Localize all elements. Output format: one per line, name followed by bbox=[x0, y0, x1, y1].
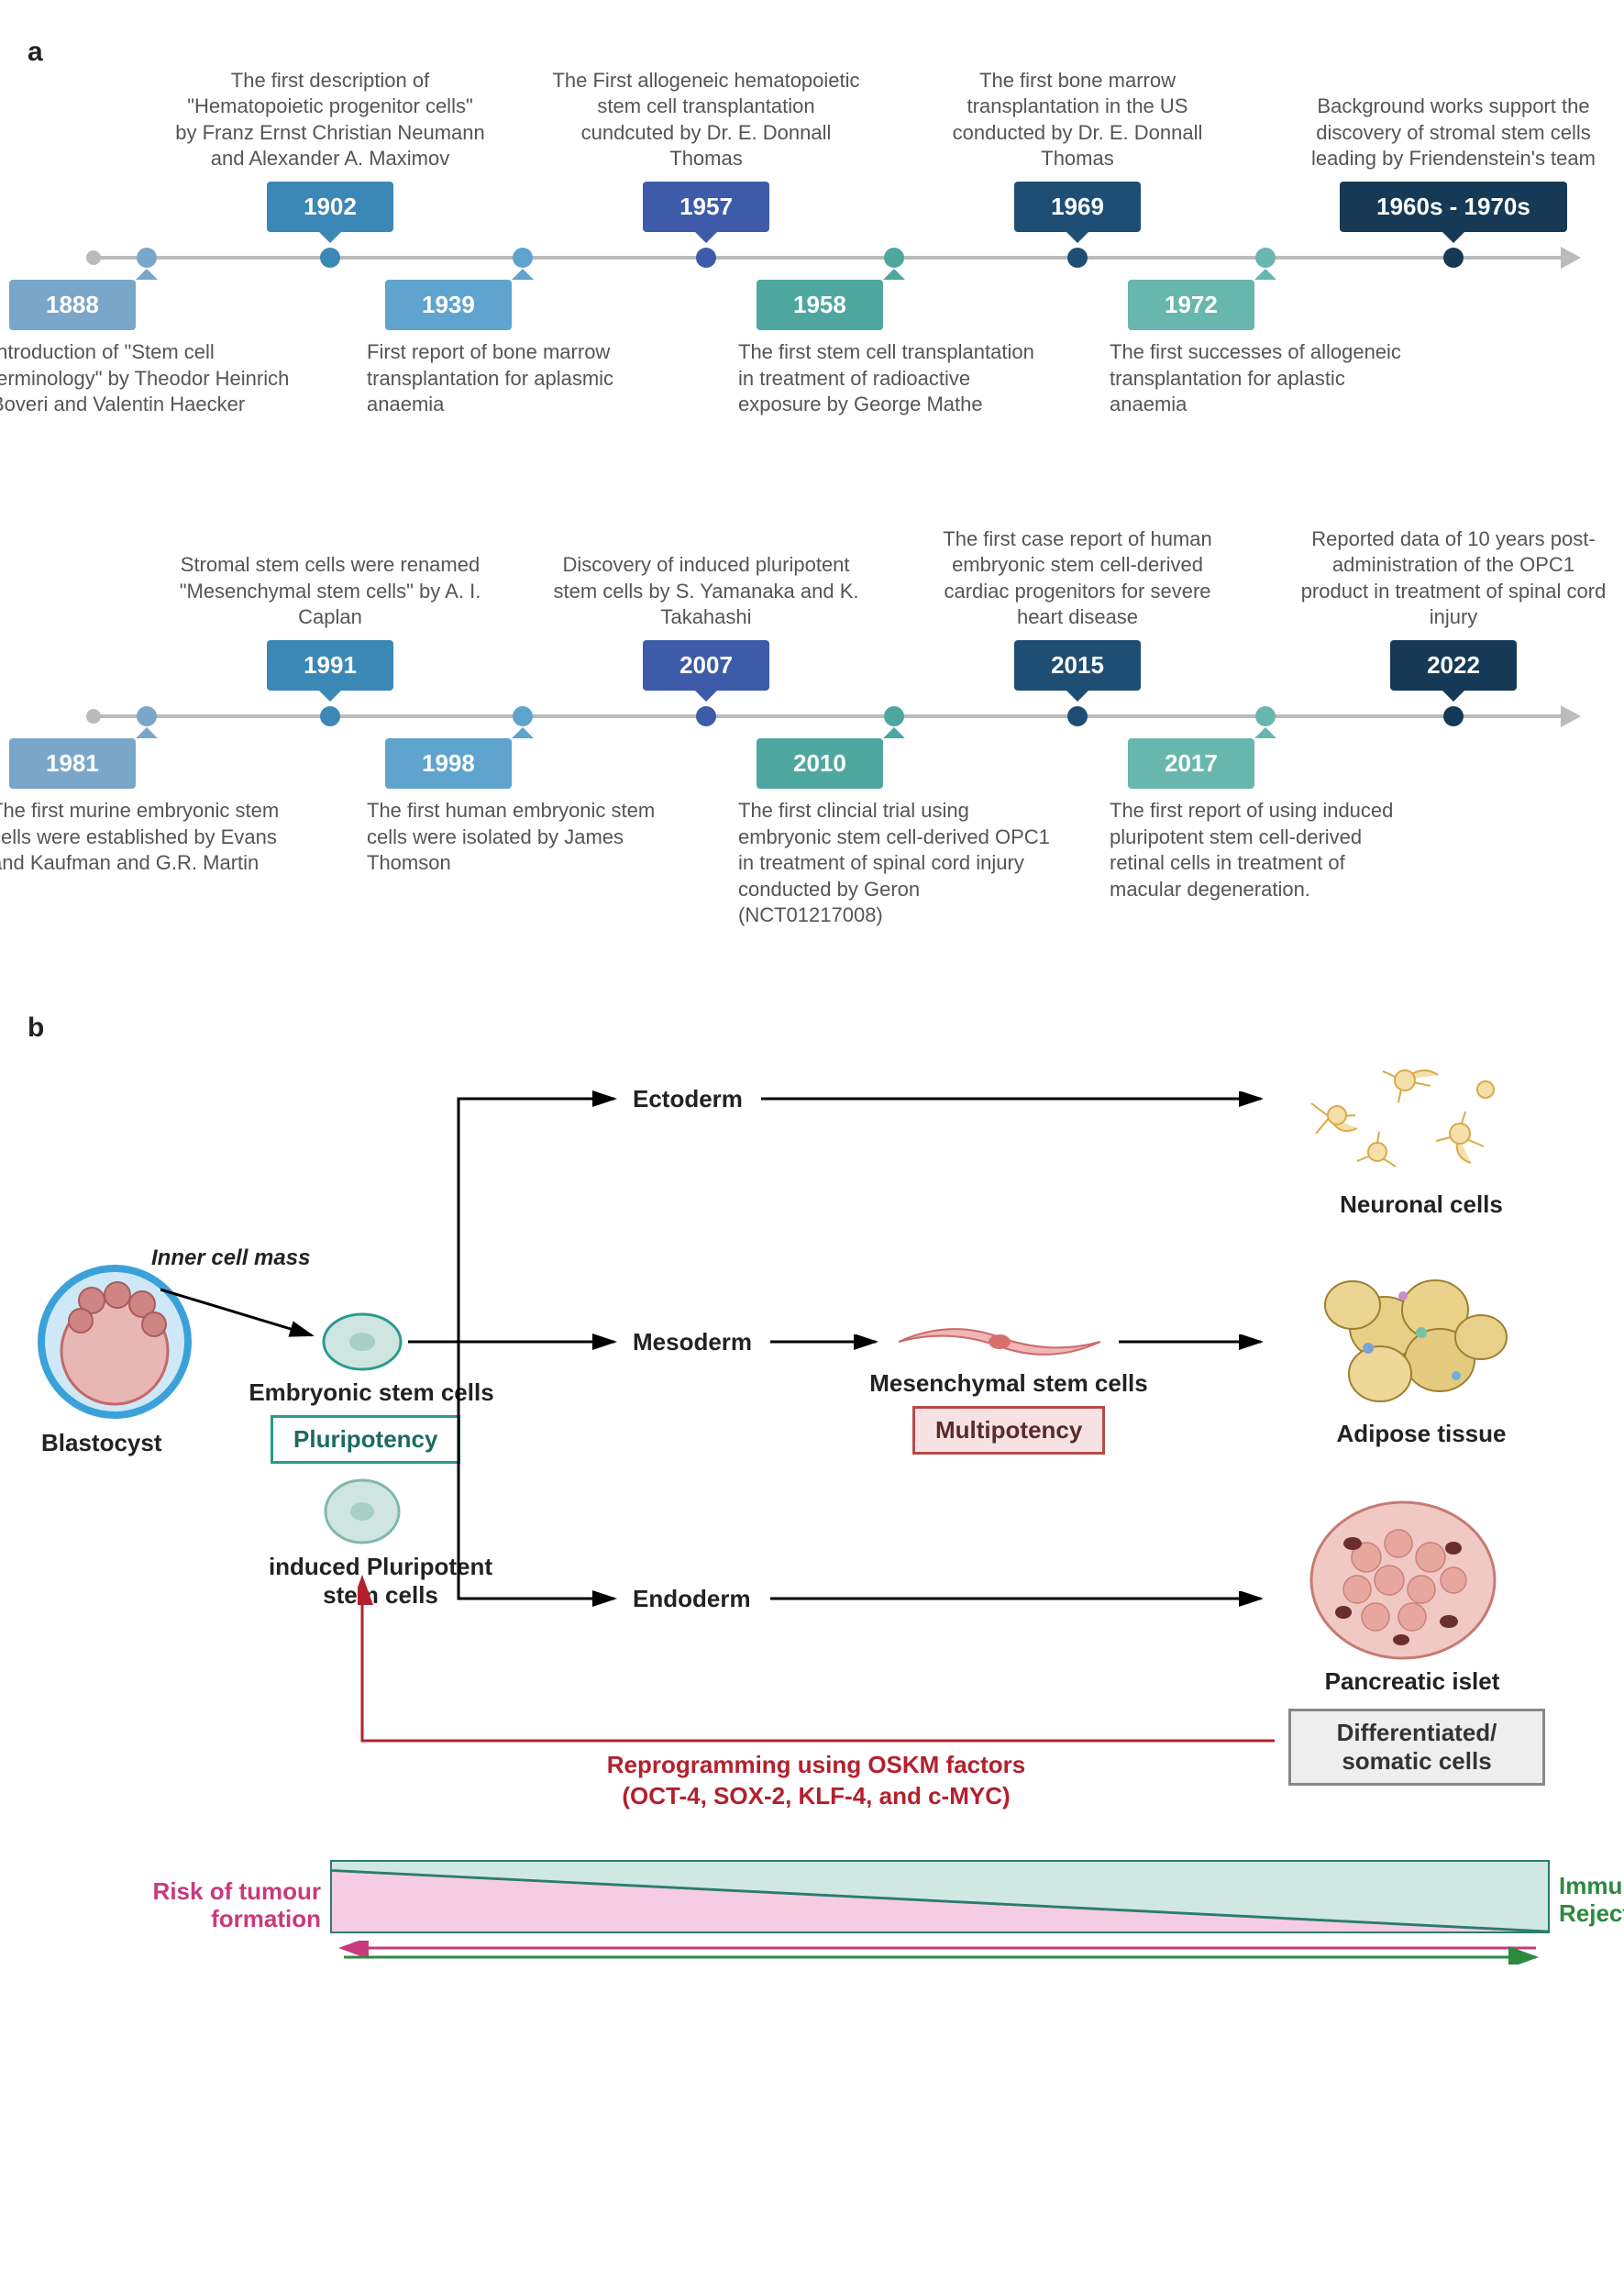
timeline-event: 1888Introduction of "Stem cell terminolo… bbox=[9, 269, 284, 418]
timeline-desc: First report of bone marrow transplantat… bbox=[367, 339, 679, 418]
adipose-icon bbox=[1293, 1245, 1522, 1420]
timeline-year: 1957 bbox=[643, 182, 769, 232]
timeline-event: Discovery of induced pluripotent stem ce… bbox=[569, 552, 844, 702]
timeline-year: 1939 bbox=[385, 280, 512, 330]
timeline-year: 1972 bbox=[1128, 280, 1254, 330]
timeline-node bbox=[884, 706, 904, 726]
timeline-desc: Discovery of induced pluripotent stem ce… bbox=[550, 552, 862, 631]
timeline-year: 2015 bbox=[1014, 640, 1141, 691]
label-neuronal: Neuronal cells bbox=[1320, 1190, 1522, 1219]
risk-gradient-block: Risk of tumour formation Immune Rejectio… bbox=[330, 1860, 1550, 1965]
panel-b-diagram: Blastocyst Inner cell mass Embryonic ste… bbox=[28, 1062, 1586, 2043]
timeline-event: Reported data of 10 years post-administr… bbox=[1316, 526, 1591, 702]
label-icm: Inner cell mass bbox=[151, 1245, 310, 1271]
timeline-node bbox=[137, 706, 157, 726]
risk-axis-arrows bbox=[330, 1941, 1550, 1965]
timeline-year: 1998 bbox=[385, 738, 512, 789]
timeline-node bbox=[884, 248, 904, 268]
arrows-germ-layers bbox=[408, 1090, 628, 1612]
arrow-blast-esc bbox=[160, 1282, 326, 1356]
timeline-year: 1991 bbox=[267, 640, 393, 691]
timeline-event: The first description of "Hematopoietic … bbox=[193, 68, 468, 243]
timeline-node bbox=[513, 706, 533, 726]
neuronal-icon bbox=[1293, 1025, 1531, 1190]
reprog-line2: (OCT-4, SOX-2, KLF-4, and c-MYC) bbox=[622, 1782, 1010, 1810]
esc-icon bbox=[321, 1310, 403, 1374]
timeline-event: The First allogeneic hematopoietic stem … bbox=[569, 68, 844, 243]
timeline-desc: The First allogeneic hematopoietic stem … bbox=[550, 68, 862, 172]
timeline-node bbox=[1255, 248, 1276, 268]
timeline-node bbox=[696, 248, 716, 268]
timeline-event: 1998The first human embryonic stem cells… bbox=[385, 727, 660, 877]
timeline-desc: The first human embryonic stem cells wer… bbox=[367, 798, 679, 877]
timeline-desc: The first report of using induced plurip… bbox=[1110, 798, 1421, 902]
label-msc: Mesenchymal stem cells bbox=[862, 1369, 1155, 1398]
timeline-node bbox=[137, 248, 157, 268]
risk-right-label: Immune Rejection bbox=[1559, 1873, 1624, 1928]
timeline-desc: Reported data of 10 years post-administr… bbox=[1298, 526, 1609, 631]
risk-left-label: Risk of tumour formation bbox=[55, 1878, 321, 1933]
label-reprogramming: Reprogramming using OSKM factors (OCT-4,… bbox=[541, 1750, 1091, 1812]
timeline-event: The first case report of human embryonic… bbox=[940, 526, 1215, 702]
msc-icon bbox=[894, 1314, 1105, 1369]
timeline-year: 2022 bbox=[1390, 640, 1517, 691]
timeline-year: 1902 bbox=[267, 182, 393, 232]
pancreatic-icon bbox=[1302, 1493, 1504, 1667]
timeline-event: Stromal stem cells were renamed "Mesench… bbox=[193, 552, 468, 702]
arrow-ecto-neuron bbox=[761, 1091, 1275, 1110]
timeline-event: 1958The first stem cell transplantation … bbox=[757, 269, 1032, 418]
label-mesoderm: Mesoderm bbox=[633, 1328, 752, 1356]
timeline-desc: The first successes of allogeneic transp… bbox=[1110, 339, 1421, 418]
timeline-node bbox=[1067, 248, 1088, 268]
timeline-year: 2010 bbox=[757, 738, 883, 789]
reprog-line1: Reprogramming using OSKM factors bbox=[607, 1751, 1026, 1778]
timeline-node bbox=[320, 248, 340, 268]
tag-differentiated: Differentiated/ somatic cells bbox=[1288, 1709, 1545, 1786]
timeline-node bbox=[513, 248, 533, 268]
timeline-year: 1981 bbox=[9, 738, 136, 789]
arrow-msc-adipose bbox=[1119, 1334, 1275, 1353]
label-blastocyst: Blastocyst bbox=[41, 1429, 162, 1457]
timeline-axis bbox=[92, 714, 1568, 718]
timeline-desc: Stromal stem cells were renamed "Mesench… bbox=[174, 552, 486, 631]
timeline-node bbox=[1443, 706, 1464, 726]
timeline-event: 2010The first clincial trial using embry… bbox=[757, 727, 1032, 929]
timeline-year: 1958 bbox=[757, 280, 883, 330]
timeline-node bbox=[696, 706, 716, 726]
timeline-node bbox=[1443, 248, 1464, 268]
timeline-year: 2007 bbox=[643, 640, 769, 691]
timeline-desc: The first bone marrow transplantation in… bbox=[922, 68, 1233, 172]
timeline-node bbox=[320, 706, 340, 726]
timeline-node bbox=[1255, 706, 1276, 726]
timeline-axis bbox=[92, 256, 1568, 260]
tag-multipotency: Multipotency bbox=[912, 1406, 1105, 1455]
timeline-year: 1888 bbox=[9, 280, 136, 330]
timeline-event: 1981The first murine embryonic stem cell… bbox=[9, 727, 284, 877]
timeline-event: 1972The first successes of allogeneic tr… bbox=[1128, 269, 1403, 418]
arrow-meso-msc bbox=[770, 1334, 889, 1353]
timeline-desc: The first case report of human embryonic… bbox=[922, 526, 1233, 631]
risk-bar bbox=[330, 1860, 1550, 1933]
timeline-desc: The first clincial trial using embryonic… bbox=[738, 798, 1050, 929]
timeline-desc: The first murine embryonic stem cells we… bbox=[0, 798, 303, 877]
timeline-event: The first bone marrow transplantation in… bbox=[940, 68, 1215, 243]
timeline-event: 2017The first report of using induced pl… bbox=[1128, 727, 1403, 902]
timeline-desc: Background works support the discovery o… bbox=[1298, 94, 1609, 172]
timeline-1: 1888Introduction of "Stem cell terminolo… bbox=[37, 68, 1596, 490]
timeline-node bbox=[1067, 706, 1088, 726]
timeline-desc: The first stem cell transplantation in t… bbox=[738, 339, 1050, 418]
timeline-year: 2017 bbox=[1128, 738, 1254, 789]
timeline-year: 1960s - 1970s bbox=[1340, 182, 1567, 232]
timeline-desc: The first description of "Hematopoietic … bbox=[174, 68, 486, 172]
panel-a-letter: a bbox=[28, 37, 43, 68]
timeline-2: 1981The first murine embryonic stem cell… bbox=[37, 526, 1596, 976]
ipsc-icon bbox=[321, 1475, 403, 1548]
label-pancreatic: Pancreatic islet bbox=[1307, 1667, 1518, 1696]
timeline-event: 1939First report of bone marrow transpla… bbox=[385, 269, 660, 418]
timeline-year: 1969 bbox=[1014, 182, 1141, 232]
timeline-desc: Introduction of "Stem cell terminology" … bbox=[0, 339, 303, 418]
label-ectoderm: Ectoderm bbox=[633, 1085, 743, 1113]
label-adipose: Adipose tissue bbox=[1316, 1420, 1527, 1448]
timeline-event: Background works support the discovery o… bbox=[1316, 94, 1591, 243]
